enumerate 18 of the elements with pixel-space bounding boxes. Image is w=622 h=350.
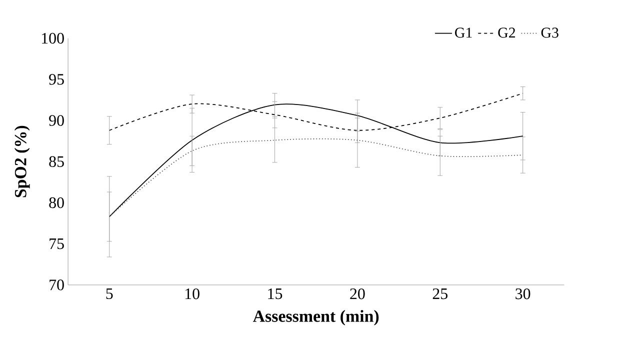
legend-label: G1 <box>455 28 472 38</box>
y-tick-label: 70 <box>50 279 64 290</box>
y-tick-label: 100 <box>42 32 64 44</box>
x-tick-label: 15 <box>268 288 282 300</box>
x-axis-title: Assessment (min) <box>252 310 379 326</box>
x-tick-label: 30 <box>516 288 530 300</box>
legend-label: G2 <box>498 28 516 38</box>
y-tick-label: 90 <box>49 115 64 126</box>
y-tick-label: 95 <box>49 74 64 85</box>
y-tick-label: 80 <box>49 197 64 208</box>
y-tick-label: 75 <box>50 238 64 250</box>
x-tick-label: 20 <box>350 288 365 300</box>
y-axis-title: SpO2 (%) <box>14 126 30 198</box>
legend-label: G3 <box>541 28 558 38</box>
x-tick-label: 25 <box>432 288 448 300</box>
x-tick-label: 5 <box>106 288 113 299</box>
y-tick-label: 85 <box>49 156 64 167</box>
x-tick-label: 10 <box>186 288 200 300</box>
